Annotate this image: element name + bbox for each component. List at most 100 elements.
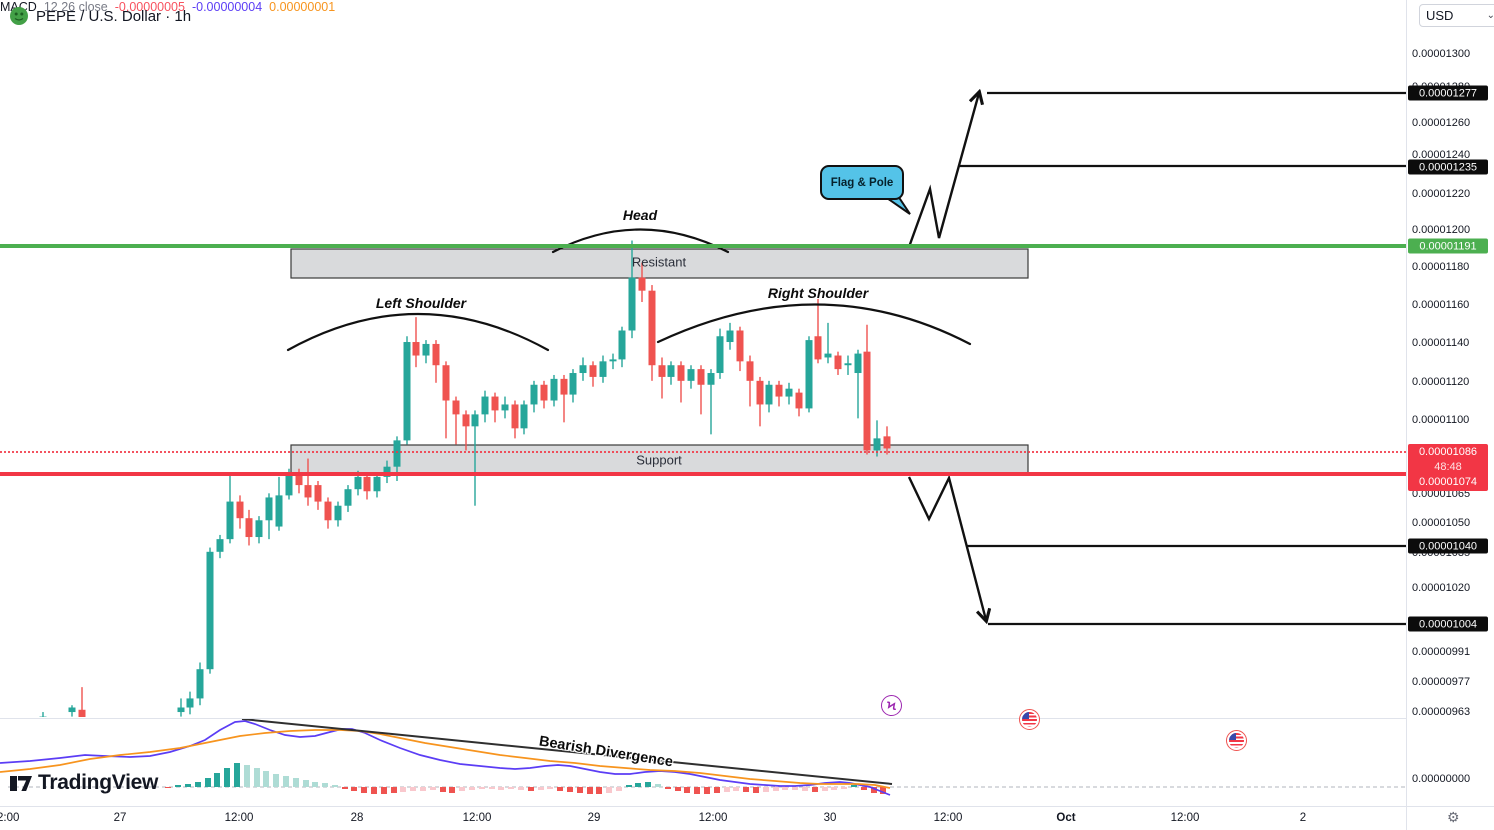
macd-histogram-bar: [185, 784, 191, 787]
candle-body: [285, 472, 293, 496]
price-axis-label: 0.00001200: [1412, 224, 1471, 236]
candle-body: [609, 359, 617, 362]
macd-histogram-bar: [773, 787, 779, 791]
breakdown-down-zigzag[interactable]: [907, 474, 986, 620]
candle-body: [452, 400, 460, 415]
candle-body: [599, 361, 607, 377]
time-axis-divider: [0, 806, 1494, 807]
macd-value-signal-line: 0.00000001: [269, 0, 336, 14]
candle-body: [481, 396, 489, 415]
price-axis-label: 0.00001020: [1412, 582, 1471, 594]
macd-title[interactable]: MACD: [0, 0, 37, 14]
macd-histogram-bar: [792, 787, 798, 790]
candle-body: [99, 733, 106, 735]
candle-body: [579, 365, 587, 374]
candle-body: [403, 342, 411, 441]
price-axis-label: 0.00001180: [1412, 261, 1470, 273]
candle-body: [560, 378, 568, 395]
macd-histogram-bar: [254, 768, 260, 787]
support-line-price: 0.00001074: [1418, 476, 1478, 488]
current-price-dotted-line: [0, 451, 1406, 453]
candle-body: [245, 518, 253, 538]
candle-body: [78, 709, 86, 717]
macd-histogram-bar: [743, 787, 749, 792]
currency-dropdown[interactable]: USD ⌄: [1419, 4, 1494, 27]
macd-histogram-bar: [577, 787, 583, 793]
current-price-value: 0.00001086: [1418, 446, 1478, 458]
candle-body: [834, 355, 842, 370]
price-axis-label: 0.00001050: [1412, 517, 1471, 529]
support-zone-label: Support: [636, 452, 682, 468]
macd-indicator-header[interactable]: MACD 12 26 close -0.00000005 -0.00000004…: [0, 0, 1494, 14]
macd-histogram-bar: [489, 787, 495, 789]
breakout-up-zigzag[interactable]: [907, 93, 979, 248]
candle-body: [158, 730, 165, 732]
macd-histogram-bar: [645, 782, 651, 787]
macd-histogram-bar: [528, 787, 534, 791]
symbol-header[interactable]: PEPE / U.S. Dollar · 1h: [10, 6, 191, 26]
macd-histogram-bar: [479, 787, 485, 789]
candle-body: [648, 290, 656, 366]
candle-body: [324, 501, 332, 521]
macd-histogram-bar: [449, 787, 455, 793]
macd-histogram-bar: [234, 763, 240, 787]
us-flag-event-icon[interactable]: [1019, 709, 1040, 730]
candle-body: [373, 476, 381, 492]
price-axis-label: 0.00001220: [1412, 188, 1471, 200]
price-axis-label: 0.00001300: [1412, 48, 1471, 60]
macd-signal-line: [0, 729, 891, 789]
symbol-title[interactable]: PEPE / U.S. Dollar · 1h: [36, 7, 192, 25]
macd-pane-divider[interactable]: [0, 718, 1406, 719]
candle-body: [50, 723, 57, 728]
time-axis-label: 12:00: [462, 812, 492, 824]
price-axis-label: 0.00001260: [1412, 117, 1471, 129]
tradingview-logo[interactable]: TradingView: [8, 770, 158, 796]
macd-histogram-bar: [675, 787, 681, 791]
candle-body: [491, 396, 499, 411]
candle-body: [883, 436, 891, 449]
price-axis-label: 0.00000963: [1412, 706, 1471, 718]
macd-histogram-bar: [459, 787, 465, 791]
support-zone[interactable]: [290, 444, 1029, 474]
divergence-trendline[interactable]: [241, 718, 893, 785]
axis-settings-gear-icon[interactable]: ⚙: [1447, 809, 1460, 825]
candle-body: [736, 330, 744, 362]
macd-histogram-bar: [440, 787, 446, 792]
tradingview-mark-icon: [8, 770, 34, 796]
macd-histogram-bar: [635, 783, 641, 787]
macd-histogram-bar: [361, 787, 367, 793]
head-label: Head: [622, 207, 658, 223]
lightning-event-icon[interactable]: Ϟ: [881, 695, 902, 716]
candle-body: [363, 476, 371, 492]
price-level-pill: 0.00001277: [1408, 85, 1488, 101]
right-shoulder-arc[interactable]: [656, 303, 972, 346]
candle-body: [785, 388, 793, 397]
resistance-zone[interactable]: [290, 248, 1029, 279]
candle-body: [765, 384, 773, 405]
candle-body: [589, 365, 597, 377]
chevron-down-icon: ⌄: [1486, 10, 1494, 21]
us-flag-event-icon[interactable]: [1226, 730, 1247, 751]
resistance-price-line[interactable]: [0, 244, 1406, 248]
time-axis-label: 28: [350, 812, 364, 824]
flag-pole-callout[interactable]: Flag & Pole: [830, 176, 894, 189]
candle-body: [530, 384, 538, 405]
candle-body: [638, 277, 646, 291]
left-shoulder-arc[interactable]: [286, 313, 550, 352]
macd-histogram-bar: [871, 787, 877, 793]
support-price-line[interactable]: [0, 472, 1406, 476]
head-arc[interactable]: [551, 228, 730, 254]
time-axis-label: 2: [1299, 812, 1307, 824]
flag-pole-bubble[interactable]: [820, 165, 904, 200]
macd-histogram-bar: [283, 776, 289, 787]
candle-body: [354, 476, 362, 490]
macd-histogram-bar: [841, 787, 847, 789]
candle-body: [226, 501, 234, 540]
candle-body: [432, 343, 440, 366]
candle-body: [255, 520, 263, 538]
candle-body: [795, 392, 803, 409]
time-axis-label: Oct: [1056, 812, 1076, 824]
price-level-pill: 0.00001235: [1408, 159, 1488, 175]
macd-pane: [0, 720, 1406, 796]
